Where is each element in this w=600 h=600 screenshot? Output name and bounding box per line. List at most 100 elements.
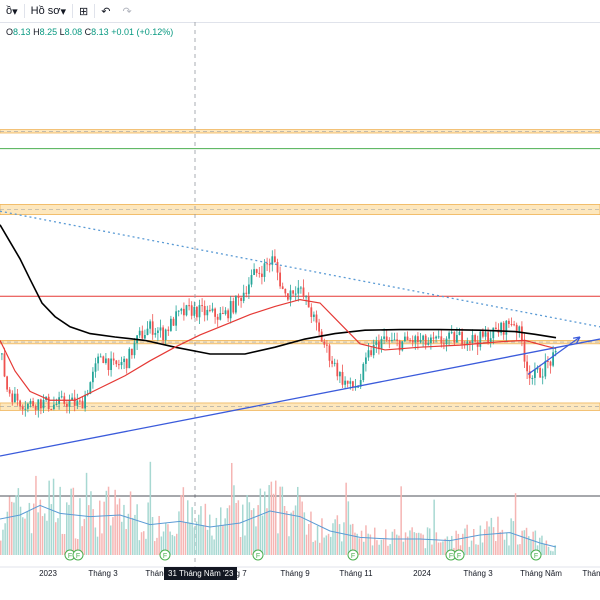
volume-bar <box>277 533 279 555</box>
volume-bar <box>341 541 343 555</box>
candle-body <box>219 313 222 320</box>
close-label: C <box>84 27 92 37</box>
volume-bar <box>367 533 369 555</box>
volume-bar <box>407 536 409 555</box>
volume-bar <box>539 537 541 555</box>
volume-bar <box>99 500 101 555</box>
volume-bar <box>70 488 72 555</box>
sma-line-black <box>0 224 557 355</box>
candle-body <box>398 340 401 351</box>
candle-body <box>47 396 50 409</box>
candle-body <box>112 358 115 361</box>
volume-bar <box>94 527 97 555</box>
volume-bar <box>492 527 495 555</box>
toolbar-item-1[interactable]: ồ ▾ <box>0 0 24 22</box>
volume-bar <box>173 536 176 555</box>
candle-body <box>177 310 180 312</box>
volume-bar <box>550 550 552 555</box>
volume-bar <box>349 524 352 555</box>
volume-bar <box>468 546 471 555</box>
candle-body <box>349 381 352 384</box>
candle-body <box>281 286 284 289</box>
candle-body <box>276 262 279 273</box>
volume-bar <box>68 504 70 555</box>
candle-body <box>167 329 170 331</box>
volume-bar <box>279 486 281 555</box>
volume-bar <box>44 513 46 555</box>
candle-body <box>302 287 305 298</box>
candle-body <box>107 358 110 370</box>
volume-bar <box>497 516 499 555</box>
volume-bar <box>275 480 277 555</box>
volume-bar <box>396 534 398 555</box>
volume-bar <box>160 536 163 555</box>
volume-bar <box>52 478 55 555</box>
candle-body <box>50 408 53 410</box>
volume-bar <box>136 504 138 555</box>
volume-bar <box>154 541 156 555</box>
volume-bar <box>508 545 510 555</box>
volume-bar <box>4 523 6 555</box>
volume-bar <box>378 544 380 555</box>
volume-bar <box>248 502 251 555</box>
candle-body <box>489 338 492 343</box>
volume-bar <box>365 525 367 555</box>
candle-body <box>97 356 99 364</box>
volume-bar <box>512 521 515 555</box>
volume-bar <box>28 502 31 555</box>
earnings-marker-icon <box>453 549 465 561</box>
candle-body <box>450 332 453 334</box>
volume-bar <box>488 526 490 555</box>
redo-button[interactable]: ↷ <box>116 0 137 22</box>
candle-body <box>224 310 227 315</box>
candle-body <box>110 358 112 370</box>
candle-body <box>378 341 380 350</box>
profile-button[interactable]: Hồ sơ ▾ <box>25 0 72 22</box>
add-indicator-icon: ⊞ <box>79 5 89 18</box>
volume-bar <box>24 518 26 555</box>
candle-body <box>417 336 419 343</box>
volume-bar <box>242 504 244 555</box>
volume-bar <box>363 541 365 555</box>
candle-body <box>1 353 3 355</box>
candle-body <box>471 335 474 343</box>
candle-body <box>492 327 495 339</box>
candle-body <box>359 380 362 387</box>
volume-bar <box>169 531 171 555</box>
candle-body <box>484 332 487 337</box>
candle-body <box>6 376 8 390</box>
candle-body <box>448 332 450 339</box>
candle-body <box>216 316 219 320</box>
undo-button[interactable]: ↶ <box>95 0 116 22</box>
volume-bar <box>499 531 501 555</box>
volume-bar <box>301 501 303 555</box>
add-indicator-button[interactable]: ⊞ <box>73 0 94 22</box>
candle-body <box>547 360 549 362</box>
volume-bar <box>479 525 482 555</box>
volume-bar <box>158 515 160 555</box>
candle-body <box>92 371 94 383</box>
volume-bar <box>195 521 198 555</box>
volume-bar <box>138 540 141 555</box>
volume-bar <box>541 535 543 555</box>
volume-bar <box>294 505 297 555</box>
candle-body <box>154 332 157 335</box>
volume-bar <box>514 493 517 555</box>
volume-bar <box>519 544 521 555</box>
volume-bar <box>334 519 336 555</box>
volume-bar <box>360 530 363 555</box>
candle-body <box>505 320 508 335</box>
volume-bar <box>554 545 556 555</box>
candle-body <box>68 400 71 407</box>
candle-body <box>271 256 274 265</box>
volume-bar <box>409 530 411 555</box>
volume-bar <box>132 517 134 555</box>
candle-body <box>255 269 258 273</box>
ascending-trendline <box>0 338 600 457</box>
candle-body <box>76 400 79 406</box>
volume-bar <box>475 544 477 555</box>
volume-bar <box>72 487 75 555</box>
volume-bar <box>413 532 416 555</box>
candle-body <box>60 396 63 398</box>
